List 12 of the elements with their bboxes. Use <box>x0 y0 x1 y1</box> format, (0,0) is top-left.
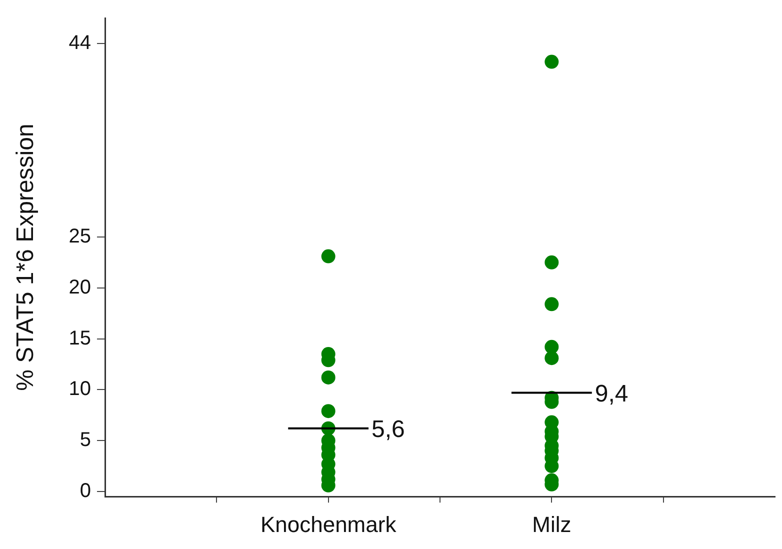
annotation: 9,4 <box>594 380 628 408</box>
y-tick-label: 15 <box>68 327 91 350</box>
y-tick-label: 5 <box>80 429 91 452</box>
y-tick-label: 0 <box>80 480 91 502</box>
y-tick-label: 10 <box>68 378 91 400</box>
annotation: 5,6 <box>372 416 405 443</box>
x-tick-label: Knochenmark <box>260 512 398 537</box>
y-tick-label: 20 <box>68 276 91 298</box>
y-tick-label: 25 <box>68 225 91 248</box>
x-tick-label: Milz <box>532 512 572 537</box>
y-tick-label: 44 <box>68 32 91 54</box>
y-axis-title: % STAT5 1*6 Expression <box>12 124 40 391</box>
